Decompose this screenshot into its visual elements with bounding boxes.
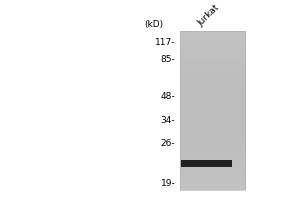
Text: 85-: 85- xyxy=(160,55,175,64)
Text: 117-: 117- xyxy=(155,38,175,47)
Text: 26-: 26- xyxy=(160,139,175,148)
Text: (kD): (kD) xyxy=(144,20,163,29)
Text: 19-: 19- xyxy=(160,179,175,188)
Text: 34-: 34- xyxy=(160,116,175,125)
Text: Jurkat: Jurkat xyxy=(196,3,221,28)
Text: 48-: 48- xyxy=(160,92,175,101)
Bar xyxy=(181,160,232,167)
Bar xyxy=(180,31,245,190)
